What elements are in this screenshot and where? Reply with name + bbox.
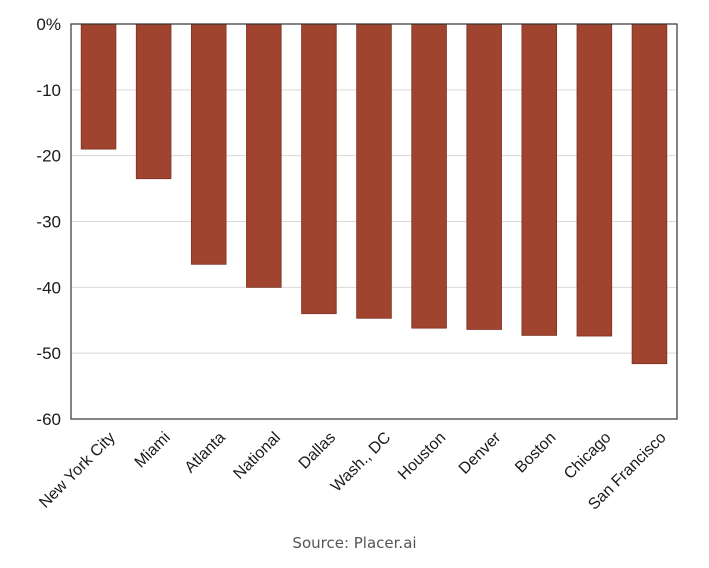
x-category-label: Dallas — [296, 429, 339, 472]
x-category-label: Wash., DC — [328, 429, 394, 495]
bar — [521, 23, 558, 336]
y-tick-label: -20 — [36, 147, 61, 166]
y-tick-label: -10 — [36, 81, 61, 100]
x-category-label: Boston — [512, 429, 559, 476]
bar — [466, 23, 502, 330]
y-tick-label: -50 — [36, 344, 61, 363]
x-category-label: Chicago — [561, 429, 615, 483]
x-category-label: Houston — [395, 429, 449, 483]
bar — [356, 23, 392, 319]
x-category-label: Denver — [456, 429, 505, 478]
x-category-label: Atlanta — [182, 429, 229, 476]
y-tick-label: -30 — [36, 213, 61, 232]
bar — [301, 23, 337, 315]
y-axis-ticks: 0% -10 -20 -30 -40 -50 -60 — [36, 15, 61, 429]
x-category-label: New York City — [36, 429, 118, 511]
x-axis-labels: New York City Miami Atlanta National DallasW… — [36, 429, 669, 514]
bar — [631, 23, 668, 365]
source-caption: Source: Placer.ai — [292, 534, 417, 552]
x-category-label: Miami — [132, 429, 174, 471]
bar — [576, 23, 613, 337]
bar — [190, 23, 227, 265]
bar — [246, 23, 282, 288]
bar — [80, 23, 117, 150]
bar — [135, 23, 172, 180]
plot-frame — [70, 23, 678, 420]
y-tick-label: -40 — [36, 278, 61, 297]
y-tick-label: 0% — [36, 15, 61, 34]
x-category-label: National — [230, 429, 284, 483]
y-tick-label: -60 — [36, 410, 61, 429]
bars — [80, 23, 668, 365]
bar — [411, 23, 447, 329]
